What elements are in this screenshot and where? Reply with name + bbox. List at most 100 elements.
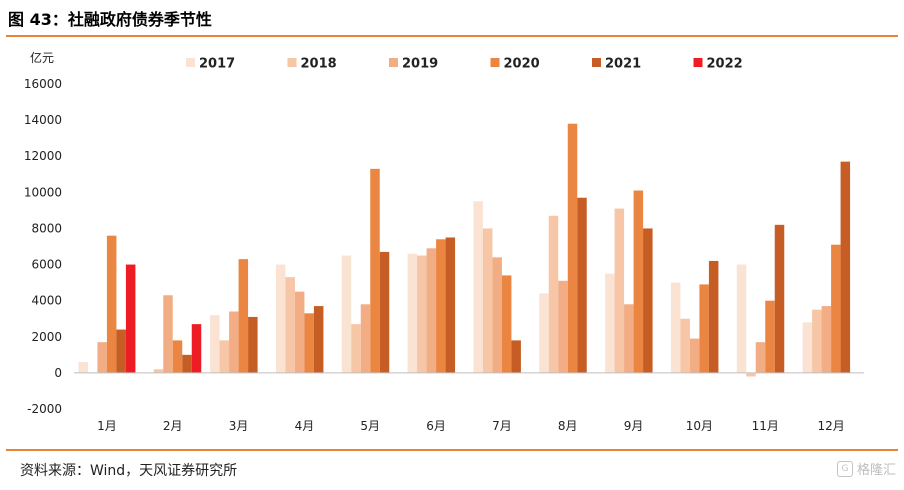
bar-2022-1 <box>125 264 136 373</box>
bar-2020-5 <box>370 168 380 373</box>
x-tick-label: 11月 <box>752 419 779 433</box>
bar-2018-9 <box>614 208 625 373</box>
bar-2018-7 <box>482 228 493 373</box>
x-tick-label: 5月 <box>360 419 380 433</box>
bar-2017-9 <box>605 273 615 373</box>
bar-2021-7 <box>511 340 521 373</box>
bar-2017-6 <box>407 253 418 373</box>
bar-2018-2 <box>153 369 164 373</box>
bar-2020-10 <box>699 284 709 373</box>
bar-2018-3 <box>219 340 230 373</box>
legend-label-2022: 2022 <box>707 57 743 72</box>
x-tick-label: 4月 <box>295 419 315 433</box>
y-axis-ticks: -2000 0 2000 4000 6000 8000 10000 12000 14000 160… <box>24 77 62 416</box>
x-tick-label: 1月 <box>97 419 117 433</box>
bar-series <box>78 123 851 377</box>
legend-label-2017: 2017 <box>199 57 235 72</box>
bar-2019-4 <box>294 291 305 373</box>
bar-2019-3 <box>229 311 239 373</box>
bar-2020-8 <box>567 123 578 373</box>
figure-title: 图 43：社融政府债券季节性 <box>8 10 212 29</box>
bar-2020-3 <box>238 259 249 373</box>
bar-2019-1 <box>97 342 107 373</box>
bar-2018-11 <box>746 372 756 377</box>
bar-2021-12 <box>840 161 851 373</box>
bar-2019-5 <box>360 304 371 373</box>
x-tick-label: 12月 <box>817 419 844 433</box>
bar-2019-12 <box>821 306 832 373</box>
bar-2021-9 <box>643 228 653 373</box>
bar-2019-11 <box>755 342 766 373</box>
bar-2020-12 <box>831 244 841 373</box>
x-tick-label: 6月 <box>426 419 446 433</box>
y-tick-label: 4000 <box>31 294 62 308</box>
bar-2020-6 <box>436 239 446 373</box>
source-note: 资料来源：Wind，天风证券研究所 <box>20 463 238 479</box>
bar-2020-9 <box>633 190 644 373</box>
bar-2019-2 <box>163 295 173 373</box>
legend-label-2019: 2019 <box>402 57 438 72</box>
y-tick-label: 12000 <box>24 149 62 163</box>
bar-2018-8 <box>548 215 559 373</box>
x-tick-label: 10月 <box>686 419 713 433</box>
bar-2019-8 <box>558 280 568 373</box>
x-axis-ticks: 1月 2月 3月 4月 5月 6月 7月 8月 9月 10月 11月 12月 <box>97 419 845 433</box>
y-tick-label: 8000 <box>31 221 62 235</box>
watermark: G 格隆汇 <box>836 459 896 478</box>
legend-swatch-2019 <box>389 58 398 67</box>
bar-2021-4 <box>313 306 324 373</box>
x-tick-label: 8月 <box>558 419 578 433</box>
legend-swatch-2021 <box>592 58 601 67</box>
x-tick-label: 7月 <box>492 419 512 433</box>
bar-2021-3 <box>248 316 258 373</box>
bar-2018-4 <box>285 277 295 373</box>
bar-2019-10 <box>689 338 700 373</box>
y-tick-label: 14000 <box>24 113 62 127</box>
legend-label-2021: 2021 <box>605 57 641 72</box>
bar-2021-8 <box>577 197 587 373</box>
bar-2019-9 <box>624 304 634 373</box>
bar-2017-3 <box>210 315 220 373</box>
bar-2019-7 <box>492 257 502 373</box>
footer-divider <box>6 449 898 451</box>
bar-2021-1 <box>116 329 126 373</box>
legend-label-2020: 2020 <box>504 57 540 72</box>
y-axis-unit-label: 亿元 <box>30 50 54 65</box>
bar-2017-5 <box>341 255 352 373</box>
legend-swatch-2017 <box>186 58 195 67</box>
watermark-text: 格隆汇 <box>856 463 896 478</box>
y-tick-label: 16000 <box>24 77 62 91</box>
bar-2021-5 <box>379 251 390 373</box>
title-divider <box>6 35 898 37</box>
bar-2017-7 <box>473 201 483 373</box>
bar-2019-6 <box>426 248 437 373</box>
bar-2021-2 <box>182 354 192 373</box>
bar-2020-2 <box>172 340 183 373</box>
y-tick-label: 0 <box>54 366 62 380</box>
legend-swatch-2022 <box>693 58 703 67</box>
legend-swatch-2018 <box>287 58 297 67</box>
legend-label-2018: 2018 <box>301 57 337 72</box>
bar-2017-12 <box>802 322 813 373</box>
bar-2017-11 <box>736 264 747 373</box>
y-tick-label: -2000 <box>27 402 62 416</box>
watermark-logo-icon: G <box>836 460 853 477</box>
bar-2018-10 <box>680 318 690 373</box>
bar-2018-5 <box>351 324 361 373</box>
x-tick-label: 3月 <box>229 419 249 433</box>
bar-2017-8 <box>539 293 549 373</box>
bar-2020-11 <box>765 300 775 373</box>
bar-2022-2 <box>191 324 202 373</box>
bar-2018-6 <box>417 255 427 373</box>
x-tick-label: 9月 <box>624 419 644 433</box>
bar-2021-10 <box>708 260 719 373</box>
chart-legend: 2017 2018 2019 2020 2021 2022 <box>186 57 743 72</box>
bar-2017-4 <box>275 264 286 373</box>
bar-2020-7 <box>501 275 512 373</box>
y-tick-label: 10000 <box>24 185 62 199</box>
bar-2021-6 <box>445 237 456 373</box>
bar-2017-1 <box>78 362 88 373</box>
legend-swatch-2020 <box>490 58 500 67</box>
bar-2021-11 <box>774 224 785 373</box>
bar-2020-4 <box>304 313 314 373</box>
